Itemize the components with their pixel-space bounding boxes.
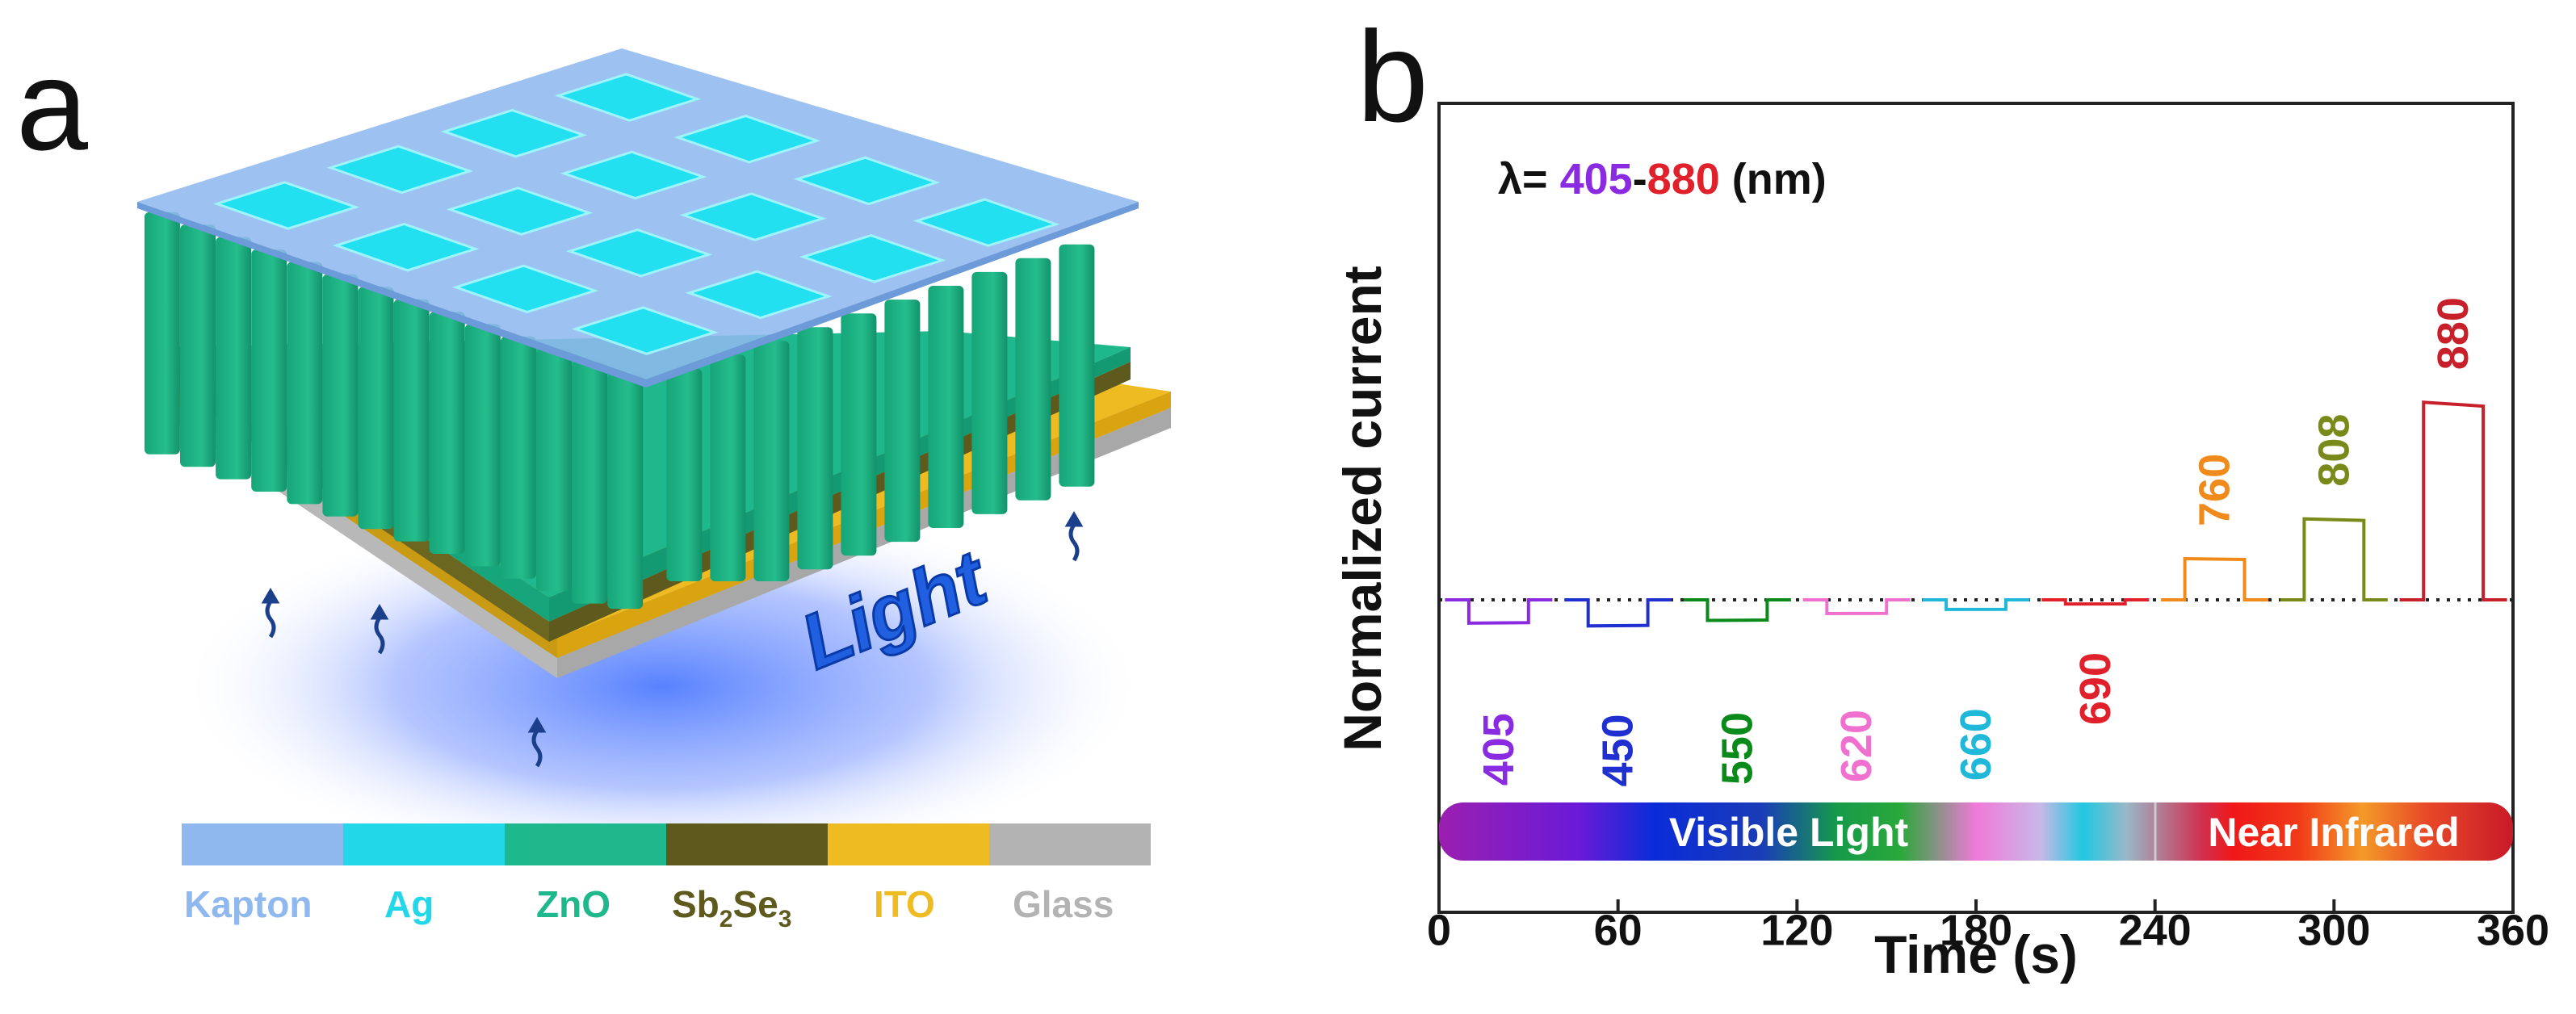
trace-620 xyxy=(1802,598,1911,616)
ag-pad xyxy=(560,150,707,200)
legend-swatch-ito xyxy=(828,823,989,865)
legend-swatch-ag xyxy=(343,823,505,865)
nanorod xyxy=(322,274,359,517)
nanorod xyxy=(971,271,1008,514)
light-glow xyxy=(178,501,1147,872)
trace-760 xyxy=(2161,556,2269,601)
x-tick-label: 360 xyxy=(2477,906,2549,954)
panel-a: a Light xyxy=(16,32,1171,932)
wavelength-annotation: λ= 405-880 (nm) xyxy=(1498,155,1827,203)
wavelength-label-880: 880 xyxy=(2429,297,2477,370)
nanorod xyxy=(144,212,180,455)
trace-550 xyxy=(1683,598,1791,622)
wavelength-label-690: 690 xyxy=(2071,652,2120,725)
wavelength-label-760: 760 xyxy=(2191,454,2239,526)
x-tick-label: 300 xyxy=(2297,906,2370,954)
near-infrared-label: Near Infrared xyxy=(2208,810,2459,855)
ag-pad xyxy=(554,73,702,122)
nanorod xyxy=(753,341,790,581)
legend-label-ito: ITO xyxy=(874,883,935,925)
legend-label-sb2se3: Sb2Se3 xyxy=(672,883,791,932)
panel-b-label: b xyxy=(1357,4,1429,149)
wavelength-label-660: 660 xyxy=(1952,708,2000,781)
panel-a-label: a xyxy=(16,32,88,177)
nanorod xyxy=(393,299,430,542)
x-tick-label: 240 xyxy=(2119,906,2192,954)
nanorod xyxy=(884,300,921,543)
legend-swatch-kapton xyxy=(182,823,343,865)
nanorod xyxy=(1015,258,1051,501)
legend-swatch-sb2se3 xyxy=(666,823,828,865)
nanorod xyxy=(429,312,465,554)
legend-label-zno: ZnO xyxy=(536,883,610,925)
spectrum-bar xyxy=(1439,802,2513,861)
nanorod xyxy=(928,286,964,528)
ag-pad xyxy=(326,145,474,195)
ag-pad xyxy=(451,264,599,314)
legend-labels: Kapton Ag ZnO Sb2Se3 ITO Glass xyxy=(184,883,1114,932)
x-tick-label: 60 xyxy=(1594,906,1643,954)
trace-880 xyxy=(2399,400,2507,601)
zno-nanorods xyxy=(144,212,1095,610)
panel-b: b Normalized current λ= 405-880 (nm) 405… xyxy=(1332,4,2549,984)
legend-label-kapton: Kapton xyxy=(184,883,312,925)
trace-660 xyxy=(1922,598,2030,611)
wavelength-label-620: 620 xyxy=(1832,710,1881,782)
nanorod xyxy=(666,368,703,581)
nanorod xyxy=(500,336,536,579)
x-ticks: 0 60 120 180 240 300 360 xyxy=(1427,899,2549,954)
nanorod xyxy=(358,287,394,530)
layer-legend xyxy=(182,823,1151,865)
y-axis-label: Normalized current xyxy=(1332,266,1392,751)
wavelength-label-450: 450 xyxy=(1594,714,1643,786)
wavelength-label-405: 405 xyxy=(1475,713,1523,786)
nanorod xyxy=(841,313,877,556)
legend-swatch-zno xyxy=(505,823,666,865)
ag-pad xyxy=(212,181,360,230)
ag-pad xyxy=(571,306,719,355)
ag-pad xyxy=(565,228,713,278)
nanorod xyxy=(464,324,501,567)
ag-pad xyxy=(799,234,946,283)
plot-frame xyxy=(1437,102,2515,914)
trace-690 xyxy=(2041,598,2150,606)
legend-label-glass: Glass xyxy=(1013,883,1114,925)
ag-pad xyxy=(913,198,1060,247)
ag-pad xyxy=(446,186,594,236)
nanorod xyxy=(607,374,644,610)
ag-pad xyxy=(332,222,480,272)
nanorod xyxy=(287,262,323,505)
x-tick-label: 180 xyxy=(1940,906,2012,954)
ag-pad xyxy=(440,108,588,158)
x-axis-label: Time (s) xyxy=(1874,924,2078,984)
nanorod xyxy=(1059,244,1095,487)
trace-450 xyxy=(1564,598,1672,628)
wavelength-label-808: 808 xyxy=(2310,414,2358,487)
x-tick-label: 0 xyxy=(1427,906,1451,954)
trace-405 xyxy=(1445,598,1553,625)
legend-swatch-glass xyxy=(989,823,1151,865)
kapton-sheet xyxy=(137,48,1139,379)
trace-808 xyxy=(2280,517,2388,601)
wavelength-label-550: 550 xyxy=(1713,712,1761,785)
response-traces xyxy=(1445,400,2507,628)
nanorod xyxy=(536,349,572,592)
x-tick-label: 120 xyxy=(1760,906,1833,954)
ag-pad xyxy=(673,114,821,164)
wavelength-labels: 405 450 550 620 660 690 760 808 880 xyxy=(1475,297,2477,786)
ag-pad xyxy=(679,192,827,241)
visible-light-label: Visible Light xyxy=(1669,810,1909,855)
nanorod xyxy=(572,361,608,604)
nanorod xyxy=(710,354,746,581)
nanorod xyxy=(216,237,252,480)
nanorod xyxy=(180,224,216,467)
ag-electrodes xyxy=(212,73,1060,355)
legend-label-ag: Ag xyxy=(384,883,434,925)
light-arrows xyxy=(261,511,1084,768)
nanorod xyxy=(797,327,833,570)
ag-pad xyxy=(793,156,941,206)
ag-pad xyxy=(685,270,833,320)
nanorod xyxy=(251,249,287,492)
